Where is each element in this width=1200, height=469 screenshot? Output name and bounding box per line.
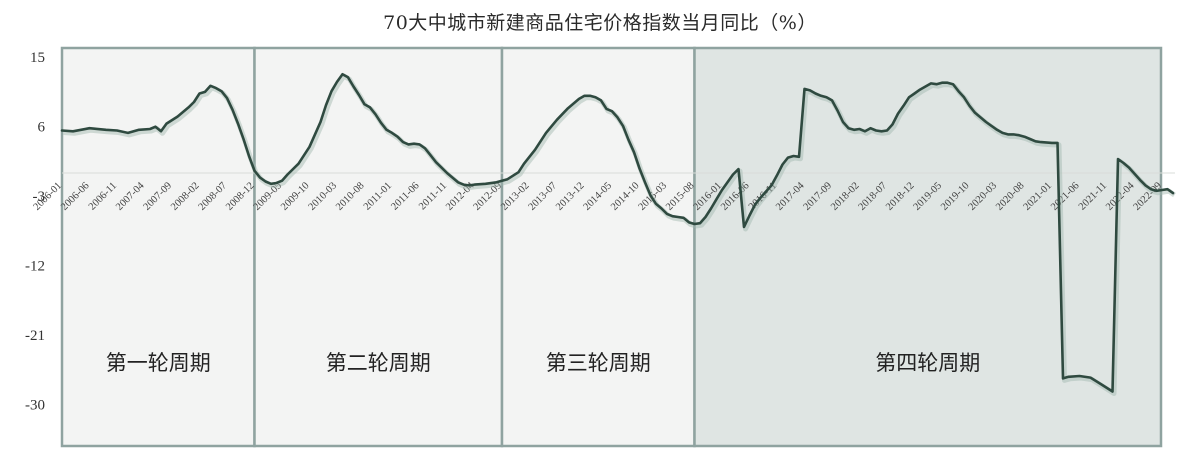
y-tick-label: -30: [25, 398, 45, 414]
y-tick-label: -3: [33, 189, 46, 205]
y-tick-label: -21: [25, 328, 45, 344]
cycle-label-2: 第二轮周期: [326, 351, 431, 375]
cycle-region-4: [693, 46, 1163, 448]
y-tick-label: 6: [38, 120, 46, 136]
y-tick-label: -12: [25, 259, 45, 275]
y-axis: 15 6 -3 -12 -21 -30: [25, 50, 46, 413]
cycle-region-3: [500, 46, 696, 448]
cycle-labels: 第一轮周期 第二轮周期 第三轮周期 第四轮周期: [106, 351, 981, 375]
cycle-label-3: 第三轮周期: [546, 351, 651, 375]
series-line: [60, 72, 1175, 393]
cycle-region-2: [253, 46, 504, 448]
chart-title: 70大中城市新建商品住宅价格指数当月同比（%）: [383, 12, 817, 34]
cycle-label-1: 第一轮周期: [106, 351, 211, 375]
cycle-regions: [60, 46, 1163, 448]
cycle-label-4: 第四轮周期: [875, 351, 980, 375]
cycle-region-1: [60, 46, 256, 448]
y-tick-label: 15: [30, 50, 45, 66]
